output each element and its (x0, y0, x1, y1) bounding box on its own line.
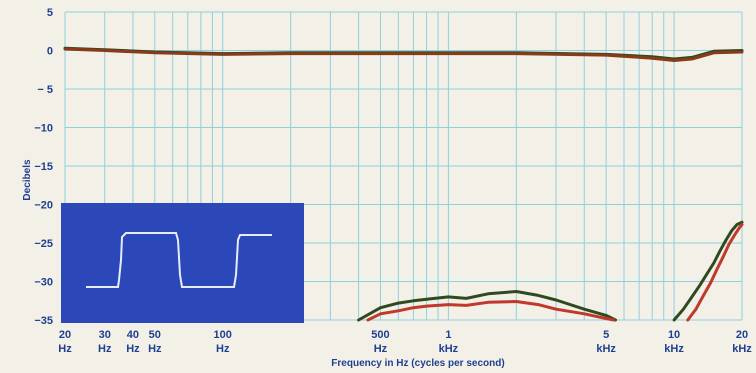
x-tick-unit: Hz (58, 343, 72, 355)
x-tick-unit: Hz (148, 343, 162, 355)
y-tick-label: 0 (47, 46, 53, 58)
y-tick-label: −30 (34, 277, 53, 289)
x-axis-label: Frequency in Hz (cycles per second) (331, 358, 504, 369)
y-axis-label: Decibels (22, 159, 33, 201)
y-tick-label: −10 (34, 123, 53, 135)
series-line (63, 47, 744, 62)
x-tick-unit: kHz (439, 343, 459, 355)
y-tick-label: −15 (34, 161, 53, 173)
x-tick-value: 500 (371, 329, 389, 341)
data-series (63, 46, 744, 322)
y-tick-label: −25 (34, 238, 53, 250)
x-tick-unit: Hz (374, 343, 388, 355)
series-line (357, 290, 617, 322)
x-tick-unit: Hz (98, 343, 112, 355)
series-line (686, 223, 744, 322)
x-tick-value: 30 (99, 329, 111, 341)
x-tick-value: 50 (149, 329, 161, 341)
series-line (672, 220, 744, 322)
x-tick-unit: kHz (596, 343, 616, 355)
inset-background (61, 203, 304, 323)
x-tick-value: 20 (59, 329, 71, 341)
x-tick-unit: Hz (126, 343, 140, 355)
y-tick-label: −20 (34, 200, 53, 212)
x-tick-value: 5 (603, 329, 609, 341)
y-axis-ticks: 5 0 − 5 −10 −15 −20 −25 −30 −35 (34, 7, 53, 327)
x-tick-unit: kHz (664, 343, 684, 355)
series-line (366, 300, 616, 322)
x-tick-value: 40 (127, 329, 139, 341)
x-tick-value: 1 (445, 329, 451, 341)
x-tick-unit: kHz (732, 343, 752, 355)
y-tick-label: 5 (47, 7, 53, 19)
x-tick-value: 20 (736, 329, 748, 341)
y-tick-label: −35 (34, 315, 53, 327)
x-axis-ticks: 20 Hz 30 Hz 40 Hz 50 Hz 100 Hz 500 Hz 1 kHz 5 kHz 10 kHz 2… (58, 329, 752, 355)
y-tick-label: − 5 (37, 84, 53, 96)
x-tick-unit: Hz (216, 343, 230, 355)
x-tick-value: 100 (214, 329, 232, 341)
x-tick-value: 10 (668, 329, 680, 341)
square-wave-trace (86, 232, 272, 288)
grid (64, 11, 743, 321)
square-wave-inset (61, 203, 304, 323)
